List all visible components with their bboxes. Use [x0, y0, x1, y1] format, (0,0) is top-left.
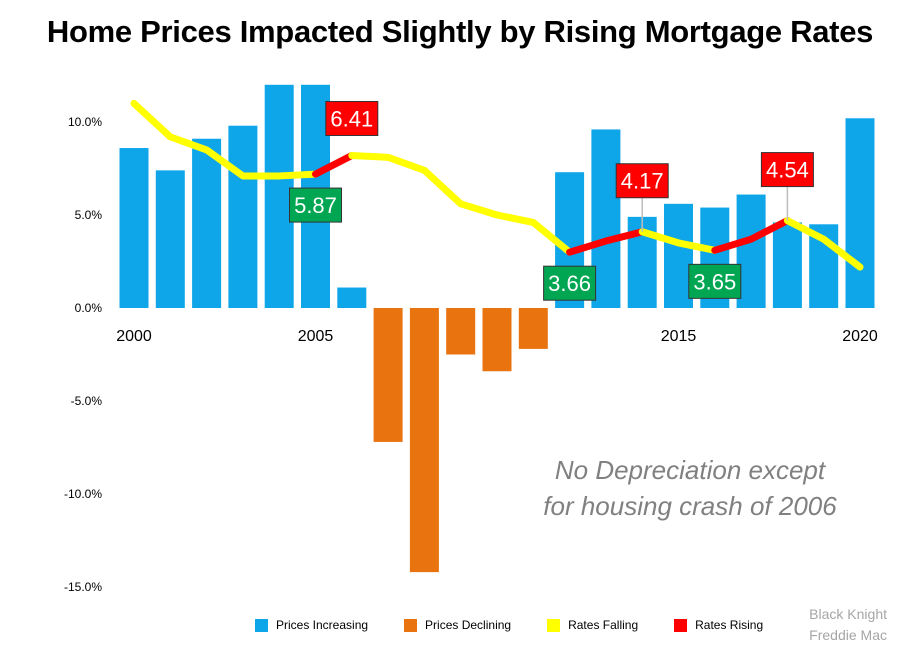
rate-label-2005: 5.87	[289, 187, 342, 223]
annotation-line-2: for housing crash of 2006	[543, 491, 837, 521]
bar-2015	[664, 203, 693, 308]
legend-item-prices-declining: Prices Declining	[404, 618, 511, 632]
rate-label-text: 6.41	[330, 106, 373, 131]
legend-swatch-increasing	[255, 618, 268, 632]
rate-segment-falling	[638, 228, 719, 254]
y-tick-label: 5.0%	[75, 208, 103, 222]
bar-series	[119, 84, 875, 573]
y-tick-label: -15.0%	[64, 580, 102, 594]
source-credit: Black Knight Freddie Mac	[809, 604, 887, 646]
y-tick-label: -10.0%	[64, 487, 102, 501]
bar-2001	[155, 170, 185, 308]
bar-2017	[736, 194, 766, 308]
bar-2000	[119, 148, 149, 308]
rate-label-box	[543, 265, 597, 301]
rate-line	[130, 99, 864, 271]
rate-label-text: 4.17	[621, 169, 664, 194]
rate-label-text: 3.65	[693, 269, 736, 294]
legend-label-declining: Prices Declining	[425, 618, 512, 632]
rate-label-box	[688, 263, 742, 299]
bar-2013	[591, 129, 621, 308]
bar-2020	[845, 118, 875, 308]
legend-item-rates-falling: Rates Falling	[547, 618, 638, 632]
y-tick-label: 10.0%	[68, 115, 102, 129]
rate-label-text: 5.87	[294, 193, 337, 218]
rate-segment-rising	[711, 217, 791, 254]
x-tick-label: 2015	[661, 328, 697, 345]
rate-label-box	[615, 163, 669, 199]
bar-2018	[772, 222, 802, 308]
bar-2011	[518, 308, 548, 349]
annotation-line-1: No Depreciation except	[554, 455, 826, 485]
rate-label-2014: 4.17	[615, 163, 669, 199]
bar-2004	[264, 84, 294, 308]
rate-segment-falling	[348, 151, 574, 256]
chart-title: Home Prices Impacted Slightly by Rising …	[46, 14, 874, 49]
legend-swatch-rising	[674, 618, 688, 632]
bar-2007	[373, 308, 403, 442]
axis-ticks: 10.0% 5.0% 0.0% -5.0% -10.0% -15.0% 2000 2005 20…	[64, 115, 878, 594]
y-tick-label: 0.0%	[75, 301, 103, 315]
bar-2009	[446, 308, 476, 355]
source-line-2: Freddie Mac	[809, 627, 887, 643]
bar-2008	[409, 308, 439, 573]
x-tick-label: 2005	[298, 328, 334, 345]
legend-label-falling: Rates Falling	[568, 618, 639, 632]
rate-segment-rising	[312, 151, 356, 178]
rate-label-2016: 3.65	[688, 263, 742, 299]
rate-label-text: 3.66	[548, 271, 591, 296]
legend-swatch-falling	[547, 618, 561, 632]
rate-label-2012: 3.66	[543, 265, 597, 301]
rate-segment-falling	[130, 99, 319, 180]
rate-label-text: 4.54	[766, 158, 809, 183]
rate-label-box	[325, 100, 379, 136]
bar-2006	[337, 287, 367, 308]
rate-segment-falling	[783, 217, 864, 271]
bar-2010	[482, 308, 512, 372]
source-line-1: Black Knight	[809, 606, 887, 622]
rate-labels: 5.87 6.41 3.66 4.17 3.65 4.54	[289, 100, 814, 301]
rate-label-box	[289, 187, 342, 223]
rate-label-2006: 6.41	[325, 100, 379, 136]
legend: Prices Increasing Prices Declining Rates…	[255, 618, 763, 632]
annotation: No Depreciation except for housing crash…	[510, 452, 870, 524]
bar-2003	[228, 125, 258, 308]
legend-label-increasing: Prices Increasing	[276, 618, 369, 632]
legend-swatch-declining	[404, 618, 418, 632]
rate-label-2018: 4.54	[760, 152, 814, 188]
bar-2002	[192, 138, 222, 308]
legend-item-prices-increasing: Prices Increasing	[255, 618, 368, 632]
rate-segment-rising	[566, 228, 646, 256]
y-tick-label: -5.0%	[71, 394, 103, 408]
rate-label-box	[760, 152, 814, 188]
legend-item-rates-rising: Rates Rising	[674, 618, 763, 632]
x-tick-label: 2020	[842, 328, 878, 345]
legend-label-rising: Rates Rising	[695, 618, 764, 632]
x-tick-label: 2000	[116, 328, 152, 345]
